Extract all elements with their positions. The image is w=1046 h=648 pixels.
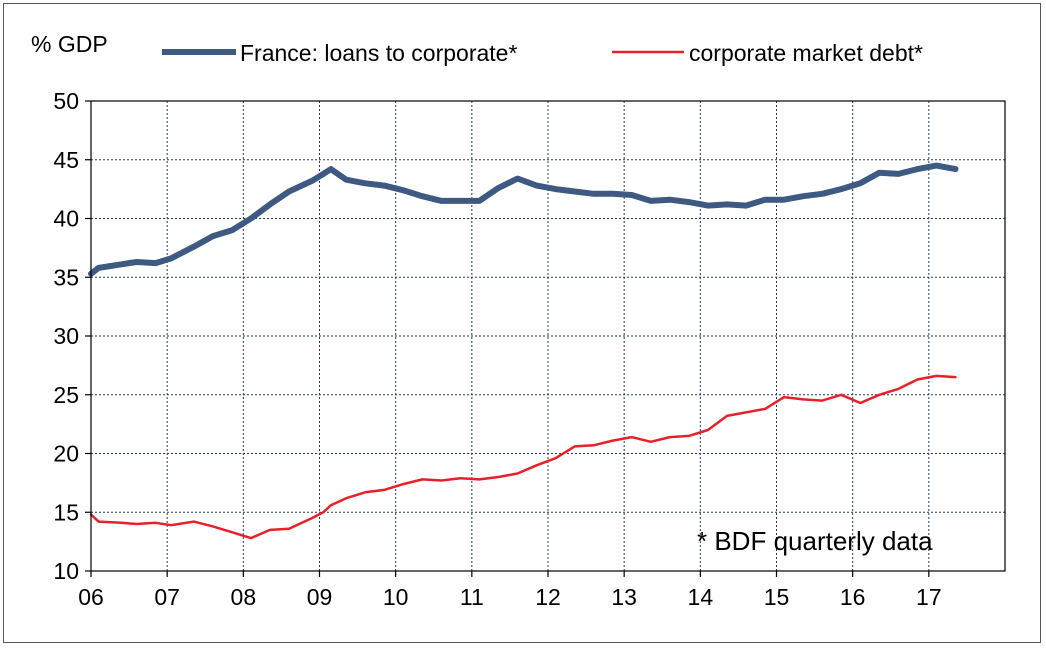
y-tick-label: 50 — [53, 88, 79, 114]
x-tick-labels: 06 07 08 09 10 11 12 13 14 15 16 17 — [78, 571, 942, 610]
y-tick-label: 15 — [53, 499, 79, 525]
x-tick-label: 11 — [460, 584, 484, 610]
y-axis-label: % GDP — [31, 31, 108, 57]
x-tick-label: 08 — [231, 584, 257, 610]
x-tick-label: 12 — [535, 584, 561, 610]
x-tick-label: 16 — [840, 584, 866, 610]
grid-lines — [91, 101, 1005, 571]
x-tick-label: 09 — [307, 584, 333, 610]
x-tick-label: 15 — [764, 584, 790, 610]
y-tick-label: 25 — [53, 382, 79, 408]
y-tick-label: 40 — [53, 206, 79, 232]
series-line-loans — [88, 162, 959, 277]
chart-frame — [3, 3, 1041, 643]
x-tick-label: 17 — [916, 584, 942, 610]
x-tick-label: 06 — [78, 584, 104, 610]
plot-area-border — [90, 100, 1006, 572]
legend-label-market-debt: corporate market debt* — [689, 40, 923, 66]
legend: France: loans to corporate* corporate ma… — [162, 40, 923, 66]
y-tick-label: 20 — [53, 441, 79, 467]
x-tick-label: 10 — [383, 584, 409, 610]
x-tick-label: 14 — [688, 584, 714, 610]
x-tick-label: 07 — [154, 584, 180, 610]
series-line-market-debt — [89, 374, 957, 540]
legend-label-loans: France: loans to corporate* — [240, 40, 517, 66]
x-tick-label: 13 — [611, 584, 637, 610]
y-tick-label: 30 — [53, 323, 79, 349]
y-tick-label: 35 — [53, 264, 79, 290]
y-tick-label: 10 — [53, 558, 79, 584]
y-tick-label: 45 — [53, 147, 79, 173]
y-tick-labels: 10 15 20 25 30 35 40 45 50 — [53, 88, 91, 584]
series-lines — [88, 162, 959, 540]
annotation-source: * BDF quarterly data — [697, 526, 933, 556]
